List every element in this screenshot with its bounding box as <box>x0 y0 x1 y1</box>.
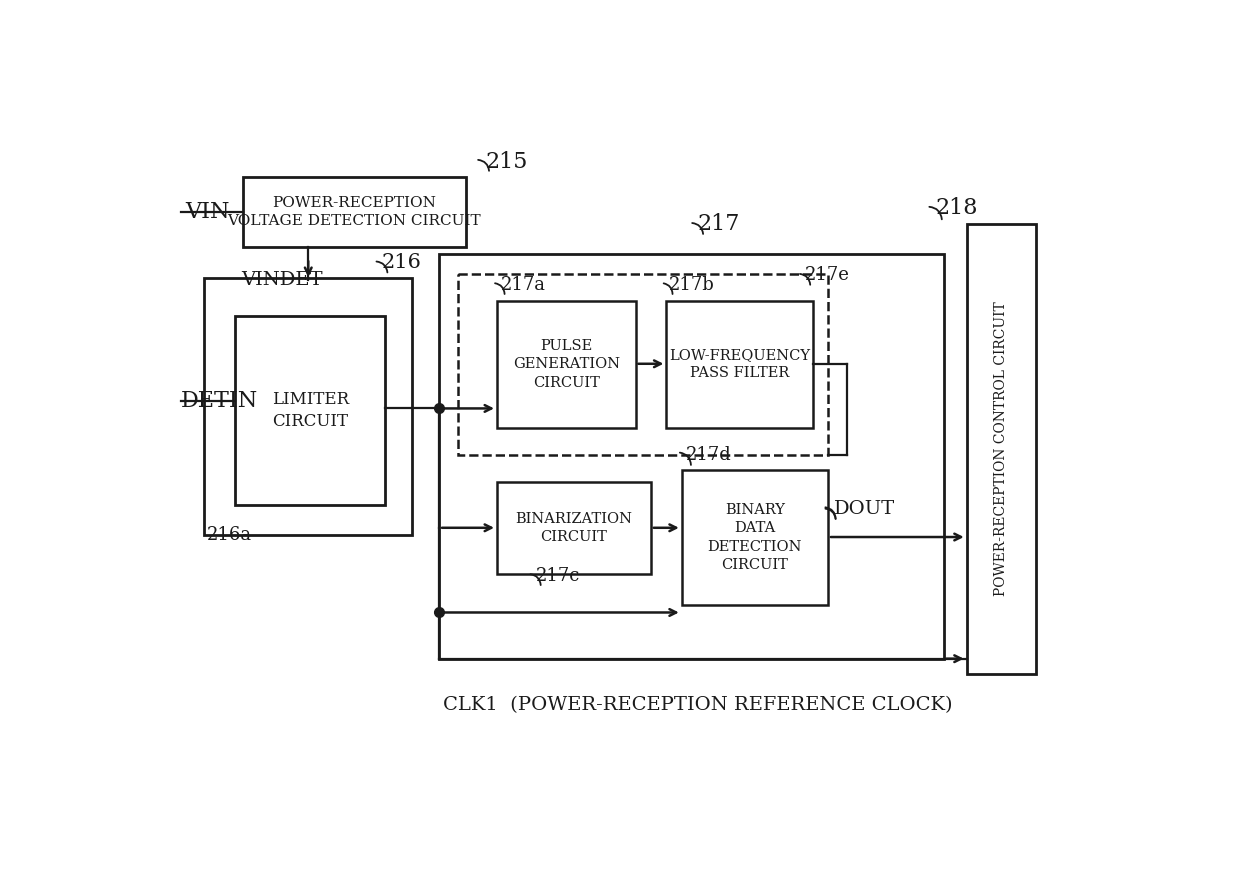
Text: POWER-RECEPTION
VOLTAGE DETECTION CIRCUIT: POWER-RECEPTION VOLTAGE DETECTION CIRCUI… <box>228 196 481 229</box>
Text: 217: 217 <box>697 213 739 235</box>
Bar <box>967 223 1035 674</box>
Bar <box>459 274 828 454</box>
Bar <box>236 316 386 505</box>
Text: BINARIZATION
CIRCUIT: BINARIZATION CIRCUIT <box>516 512 632 544</box>
Text: DOUT: DOUT <box>835 500 895 518</box>
Bar <box>205 277 412 535</box>
Bar <box>497 301 635 428</box>
Text: 215: 215 <box>485 151 528 173</box>
Text: CLK1  (POWER-RECEPTION REFERENCE CLOCK): CLK1 (POWER-RECEPTION REFERENCE CLOCK) <box>443 696 952 713</box>
Bar <box>243 177 466 247</box>
Text: VINDET: VINDET <box>242 271 322 289</box>
Text: 217a: 217a <box>501 276 546 295</box>
Text: BINARY
DATA
DETECTION
CIRCUIT: BINARY DATA DETECTION CIRCUIT <box>708 503 802 572</box>
Text: LIMITER
CIRCUIT: LIMITER CIRCUIT <box>272 391 348 430</box>
Text: PULSE
GENERATION
CIRCUIT: PULSE GENERATION CIRCUIT <box>512 339 620 389</box>
Bar <box>497 481 651 574</box>
Text: POWER-RECEPTION CONTROL CIRCUIT: POWER-RECEPTION CONTROL CIRCUIT <box>994 302 1008 596</box>
Text: 217e: 217e <box>805 266 849 284</box>
Text: 217b: 217b <box>668 276 714 295</box>
Bar <box>439 255 944 659</box>
Text: 217d: 217d <box>686 446 732 464</box>
Text: 216a: 216a <box>207 527 252 545</box>
Text: 216: 216 <box>382 253 422 272</box>
Text: LOW-FREQUENCY
PASS FILTER: LOW-FREQUENCY PASS FILTER <box>668 348 810 381</box>
Bar <box>682 470 828 605</box>
Text: VIN: VIN <box>185 201 229 223</box>
Bar <box>666 301 812 428</box>
Text: 218: 218 <box>936 197 978 219</box>
Text: 217c: 217c <box>536 567 580 585</box>
Text: DETIN: DETIN <box>181 389 258 412</box>
